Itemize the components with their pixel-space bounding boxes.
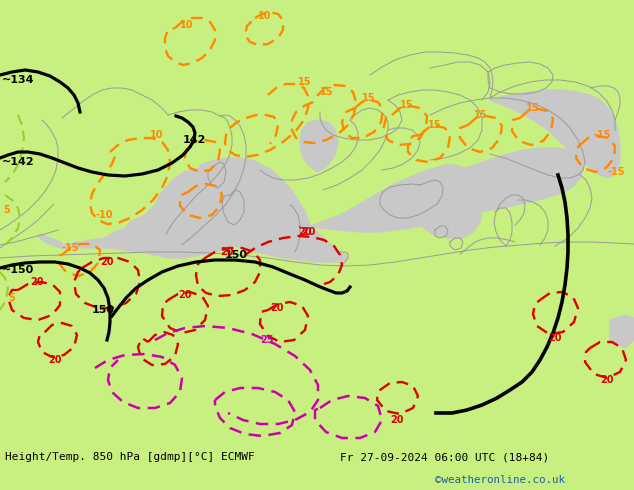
- Text: 15: 15: [298, 77, 311, 87]
- Text: ~134: ~134: [2, 75, 34, 85]
- Text: 15: 15: [362, 93, 375, 103]
- Text: 150: 150: [225, 250, 248, 260]
- Text: 20: 20: [178, 290, 191, 300]
- Polygon shape: [610, 315, 634, 348]
- Text: 10: 10: [258, 11, 271, 21]
- Polygon shape: [200, 158, 348, 262]
- Polygon shape: [490, 90, 620, 178]
- Text: -10: -10: [95, 210, 112, 220]
- Text: ©weatheronline.co.uk: ©weatheronline.co.uk: [435, 475, 565, 485]
- Text: ~150: ~150: [2, 265, 34, 275]
- Text: 25: 25: [260, 335, 273, 345]
- Text: 10: 10: [180, 20, 193, 30]
- Text: 5: 5: [3, 205, 10, 215]
- Text: 15: 15: [320, 87, 333, 97]
- Text: ~142: ~142: [2, 157, 35, 167]
- Text: 20: 20: [548, 333, 562, 343]
- Text: 20: 20: [100, 257, 113, 267]
- Text: -15: -15: [62, 243, 79, 253]
- Polygon shape: [345, 148, 583, 230]
- Text: `20: `20: [298, 227, 316, 237]
- Text: Height/Temp. 850 hPa [gdmp][°C] ECMWF: Height/Temp. 850 hPa [gdmp][°C] ECMWF: [5, 452, 255, 462]
- Polygon shape: [300, 120, 338, 172]
- Text: 5: 5: [8, 293, 15, 303]
- Text: 15: 15: [428, 120, 441, 130]
- Text: 15: 15: [400, 100, 413, 110]
- Text: 142: 142: [183, 135, 207, 145]
- Text: 20: 20: [270, 303, 283, 313]
- Text: 150: 150: [92, 305, 115, 315]
- Text: -15: -15: [608, 167, 626, 177]
- Text: -15: -15: [594, 130, 612, 140]
- Polygon shape: [300, 165, 472, 232]
- Text: Fr 27-09-2024 06:00 UTC (18+84): Fr 27-09-2024 06:00 UTC (18+84): [340, 452, 549, 462]
- Polygon shape: [415, 182, 482, 238]
- Text: 15: 15: [474, 110, 488, 120]
- Text: 20: 20: [48, 355, 61, 365]
- Text: 15: 15: [526, 103, 540, 113]
- Text: 20: 20: [390, 415, 403, 425]
- Text: 20: 20: [298, 227, 311, 237]
- Polygon shape: [38, 160, 275, 258]
- Text: 20: 20: [30, 277, 44, 287]
- Text: 20: 20: [600, 375, 614, 385]
- Text: 20: 20: [220, 247, 233, 257]
- Text: 10: 10: [150, 130, 164, 140]
